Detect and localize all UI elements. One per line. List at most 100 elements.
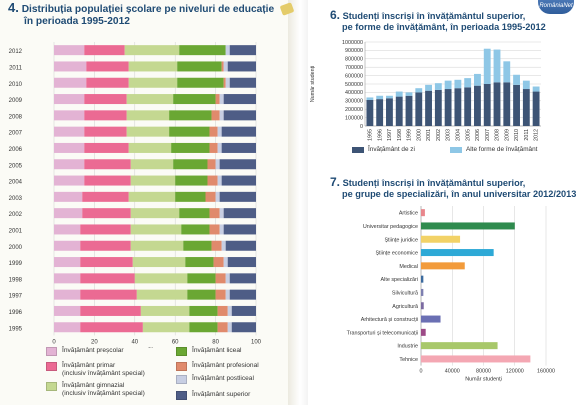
chart6-bar-segment — [415, 92, 423, 126]
chart6-y-tick: 300000 — [345, 99, 363, 105]
chart4-bar-segment — [86, 77, 129, 88]
chart4-bar-segment — [128, 61, 178, 72]
chart7-bar — [421, 342, 498, 350]
chart7-bar — [421, 222, 515, 230]
chart4-bar-segment — [227, 61, 256, 72]
chart6-bar-segment — [522, 89, 530, 126]
chart4-x-tick: 40 — [131, 339, 138, 345]
chart4-y-tick: 2004 — [9, 180, 23, 186]
chart4-y-tick: 1996 — [9, 310, 23, 316]
chart4-bar-segment — [80, 257, 133, 268]
chart4-legend-label-line1: Învățământ superior — [192, 391, 251, 398]
chart4-bar-segment — [183, 240, 212, 251]
chart4-legend-label: Învățământ preșcolar — [62, 347, 124, 355]
chart4-legend-label-line1: Învățământ profesional — [192, 362, 259, 369]
chart7-bar — [421, 275, 424, 283]
chart4-bar-segment — [54, 208, 83, 219]
chart6-bar-segment — [366, 97, 374, 100]
chart4-y-tick: 2002 — [9, 212, 23, 218]
chart6-bar-segment — [405, 92, 413, 96]
chart4-y-tick: 2009 — [9, 98, 23, 104]
chart7-bar — [421, 288, 424, 296]
chart6-bar-segment — [464, 78, 472, 88]
chart4-legend-swatch — [46, 382, 57, 391]
chart4-bar-segment — [221, 142, 256, 153]
chart7-x-tick: 0 — [420, 369, 423, 375]
chart6-legend-item: Alte forme de învățământ — [450, 146, 537, 153]
chart6-bar-segment — [522, 80, 530, 90]
chart4-bar-segment — [54, 224, 81, 235]
chart4-legend-label: Învățământ superior — [192, 391, 250, 399]
chart6-bar-segment — [395, 96, 403, 126]
chart4-bar-segment — [217, 175, 222, 186]
chart4-bar-segment — [223, 77, 226, 88]
chart4-bar-segment — [231, 305, 256, 316]
chart7-y-tick: Silvicultură — [392, 290, 418, 296]
chart6-bar-segment — [483, 84, 491, 126]
chart7-bar — [421, 315, 441, 323]
chart6-y-tick: 200000 — [345, 107, 363, 113]
chart6-bar-segment — [503, 82, 511, 126]
chart6-x-tick: 2003 — [446, 129, 452, 141]
chart6-bar-segment — [405, 95, 413, 126]
chart6-bar-segment — [454, 88, 462, 126]
chart7-number: 7. — [330, 175, 341, 189]
chart6-bar-segment — [386, 98, 393, 126]
chart7-bar — [421, 355, 531, 363]
chart4-bar-segment — [54, 77, 87, 88]
chart6-title: 6. Studenți înscriși în învățământul sup… — [330, 9, 546, 33]
chart7-y-tick: Alte specializări — [381, 277, 418, 283]
chart6-bar-segment — [425, 90, 432, 126]
chart4-legend-label: Învățământ profesional — [192, 362, 259, 370]
chart6-x-tick: 2010 — [514, 129, 520, 141]
chart4-bar-segment — [227, 322, 232, 333]
chart4-legend-item: Învățământ gimnazial (inclusiv învățământ… — [46, 382, 145, 397]
chart4-bar-segment — [229, 273, 256, 284]
chart4-bar-segment — [177, 77, 224, 88]
chart6-x-tick: 1996 — [377, 129, 383, 141]
chart4-bar-segment — [221, 126, 256, 137]
chart4-x-tick: 20 — [91, 339, 98, 345]
chart4-bar-segment — [209, 126, 218, 137]
chart4-number: 4. — [8, 0, 19, 15]
chart4-x-label: % — [148, 347, 154, 348]
chart6-y-tick: 100000 — [345, 115, 363, 121]
chart4-legend-swatch — [176, 391, 187, 400]
chart4-bar-segment — [54, 142, 85, 153]
chart6-y-tick: 800000 — [345, 57, 363, 63]
chart4-bar-segment — [209, 208, 220, 219]
chart4-bar-segment — [126, 110, 170, 121]
chart4-legend-item: Învățământ liceal — [176, 347, 241, 356]
chart4-bar-segment — [215, 94, 220, 105]
chart4-legend-label: Învățământ primar (inclusiv învățământ sp… — [62, 362, 145, 377]
chart7-bar — [421, 235, 461, 243]
chart6-x-tick: 1995 — [367, 129, 373, 141]
chart6-bar-segment — [513, 74, 520, 85]
chart4-bar-segment — [181, 224, 210, 235]
chart4-bar-segment — [54, 305, 81, 316]
chart4-bar-segment — [54, 175, 85, 186]
chart7-y-tick: Științe juridice — [384, 237, 418, 243]
chart6-legend-label: Alte forme de învățământ — [466, 146, 538, 153]
chart4-bar-segment — [130, 240, 184, 251]
chart7-x-tick: 80000 — [476, 369, 491, 375]
chart6-bar-segment — [444, 89, 452, 126]
chart4-legend-label-line2: (inclusiv învățământ special) — [62, 369, 145, 377]
chart6-x-tick: 2008 — [495, 129, 501, 141]
chart6-x-tick: 1998 — [397, 129, 403, 141]
chart4-bar-segment — [136, 289, 188, 300]
chart6-x-tick: 1999 — [407, 129, 413, 141]
chart6-bar-segment — [474, 73, 481, 86]
book-gutter — [288, 0, 308, 405]
chart4-bar-segment — [84, 110, 127, 121]
chart4-bar-segment — [215, 289, 226, 300]
chart4-bar-segment — [211, 240, 222, 251]
chart4-bar-segment — [84, 94, 127, 105]
chart4-legend-label-line1: Învățământ liceal — [192, 347, 242, 354]
right-page — [308, 0, 580, 405]
chart4-bar-segment — [219, 110, 224, 121]
chart6-bar-segment — [415, 88, 423, 93]
chart4-bar-segment — [205, 191, 216, 202]
chart4-bar-segment — [225, 240, 256, 251]
chart6-bar-segment — [395, 91, 403, 97]
